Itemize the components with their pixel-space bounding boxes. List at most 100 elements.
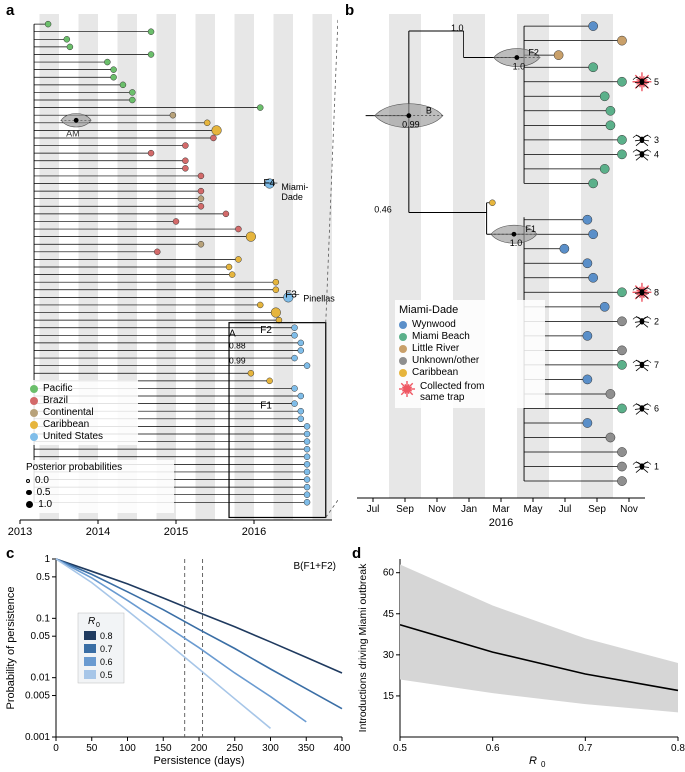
panel-c: c 0 50 100 150 200 250 300 350 400 0.001 0.005 0.01… — [0, 545, 352, 770]
svg-text:0.7: 0.7 — [100, 644, 113, 654]
legend-pp: Posterior probabilities 0.00.51.0 — [24, 460, 174, 513]
svg-text:2015: 2015 — [164, 526, 188, 538]
svg-text:350: 350 — [298, 743, 315, 754]
svg-text:Dade: Dade — [281, 192, 303, 202]
svg-text:1: 1 — [44, 554, 50, 565]
svg-text:0.001: 0.001 — [25, 732, 50, 743]
svg-text:1.0: 1.0 — [510, 238, 523, 248]
svg-text:8: 8 — [654, 287, 659, 297]
svg-text:Nov: Nov — [428, 504, 446, 515]
svg-text:Sep: Sep — [588, 504, 606, 515]
svg-text:Probability of persistence: Probability of persistence — [5, 587, 17, 710]
svg-text:15: 15 — [383, 691, 395, 702]
legend-trap-label: Collected from same trap — [420, 381, 484, 403]
svg-text:45: 45 — [383, 609, 395, 620]
svg-text:3: 3 — [654, 135, 659, 145]
legend-pp-item: 0.0 — [26, 475, 172, 486]
svg-text:A: A — [229, 328, 236, 339]
svg-text:60: 60 — [383, 568, 395, 579]
legend-item: Brazil — [30, 395, 136, 406]
svg-text:0.6: 0.6 — [100, 657, 113, 667]
svg-text:F1: F1 — [260, 401, 272, 412]
svg-text:2014: 2014 — [86, 526, 110, 538]
svg-text:F2: F2 — [260, 325, 272, 336]
svg-text:B(F1+F2): B(F1+F2) — [293, 561, 336, 572]
svg-text:Jul: Jul — [559, 504, 572, 515]
svg-text:Sep: Sep — [396, 504, 414, 515]
panel-d-label: d — [352, 545, 361, 562]
svg-text:Mar: Mar — [492, 504, 510, 515]
svg-text:250: 250 — [226, 743, 243, 754]
panel-d: d 0.50.60.70.815304560R0Introductions dr… — [352, 545, 685, 770]
svg-text:2: 2 — [654, 316, 659, 326]
svg-text:0: 0 — [96, 622, 100, 629]
svg-text:2016: 2016 — [242, 526, 266, 538]
panel-c-label: c — [6, 545, 14, 562]
svg-text:0: 0 — [53, 743, 59, 754]
legend-trap-item: Collected from same trap — [399, 381, 541, 403]
panel-c-svg: 0 50 100 150 200 250 300 350 400 0.001 0.005 0.01 0.… — [0, 545, 352, 770]
svg-text:0.99: 0.99 — [229, 356, 246, 366]
svg-text:400: 400 — [334, 743, 351, 754]
svg-text:150: 150 — [155, 743, 172, 754]
svg-text:30: 30 — [383, 650, 395, 661]
svg-text:F4: F4 — [263, 178, 275, 189]
legend-miami: Miami-Dade WynwoodMiami BeachLittle Rive… — [395, 300, 545, 408]
panel-b: b 534827611.00.46B0.99F21.0F11.0JulSepNo… — [345, 0, 685, 540]
panel-a-label: a — [6, 2, 14, 19]
legend-regions: PacificBrazilContinentalCaribbeanUnited … — [28, 380, 138, 445]
svg-text:0.7: 0.7 — [578, 743, 592, 754]
svg-text:F2: F2 — [528, 48, 539, 58]
svg-text:1.0: 1.0 — [513, 62, 526, 72]
svg-text:4: 4 — [654, 149, 659, 159]
svg-text:R: R — [88, 616, 95, 627]
svg-text:200: 200 — [191, 743, 208, 754]
svg-text:0.99: 0.99 — [402, 120, 420, 130]
svg-text:2016: 2016 — [489, 517, 513, 529]
svg-text:Miami-: Miami- — [281, 182, 308, 192]
legend-item: Unknown/other — [399, 355, 541, 366]
svg-text:R: R — [529, 755, 537, 767]
legend-pp-title: Posterior probabilities — [26, 462, 172, 473]
legend-item: Continental — [30, 407, 136, 418]
legend-item: Miami Beach — [399, 331, 541, 342]
svg-text:100: 100 — [119, 743, 136, 754]
svg-text:Introductions driving Miami ou: Introductions driving Miami outbreak — [357, 563, 369, 732]
svg-text:F1: F1 — [525, 224, 536, 234]
svg-text:Pinellas: Pinellas — [303, 293, 335, 303]
panel-d-svg: 0.50.60.70.815304560R0Introductions driv… — [352, 545, 685, 770]
svg-text:7: 7 — [654, 360, 659, 370]
svg-text:0.5: 0.5 — [393, 743, 407, 754]
svg-text:0.05: 0.05 — [31, 631, 51, 642]
legend-pp-item: 0.5 — [26, 487, 172, 498]
legend-item: Pacific — [30, 383, 136, 394]
svg-text:AM: AM — [66, 128, 80, 138]
svg-text:0.6: 0.6 — [486, 743, 500, 754]
svg-text:300: 300 — [262, 743, 279, 754]
svg-text:0.1: 0.1 — [36, 613, 50, 624]
svg-text:Persistence (days): Persistence (days) — [153, 755, 244, 767]
legend-item: United States — [30, 431, 136, 442]
svg-text:50: 50 — [86, 743, 98, 754]
svg-text:Nov: Nov — [620, 504, 638, 515]
legend-trap-icon — [399, 381, 415, 397]
svg-text:0.01: 0.01 — [31, 673, 51, 684]
svg-text:Jul: Jul — [367, 504, 380, 515]
svg-text:0.46: 0.46 — [374, 204, 392, 214]
svg-text:F3: F3 — [285, 289, 297, 300]
svg-text:2013: 2013 — [8, 526, 32, 538]
legend-item: Caribbean — [30, 419, 136, 430]
panel-b-label: b — [345, 2, 354, 19]
svg-text:0.88: 0.88 — [229, 340, 246, 350]
svg-text:Jan: Jan — [461, 504, 477, 515]
svg-text:5: 5 — [654, 77, 659, 87]
legend-item: Little River — [399, 343, 541, 354]
svg-text:0.005: 0.005 — [25, 691, 50, 702]
legend-miami-title: Miami-Dade — [399, 304, 541, 316]
legend-item: Wynwood — [399, 319, 541, 330]
legend-pp-item: 1.0 — [26, 499, 172, 510]
svg-text:0: 0 — [541, 760, 546, 769]
svg-text:1.0: 1.0 — [451, 23, 464, 33]
svg-text:1: 1 — [654, 462, 659, 472]
svg-text:May: May — [524, 504, 543, 515]
